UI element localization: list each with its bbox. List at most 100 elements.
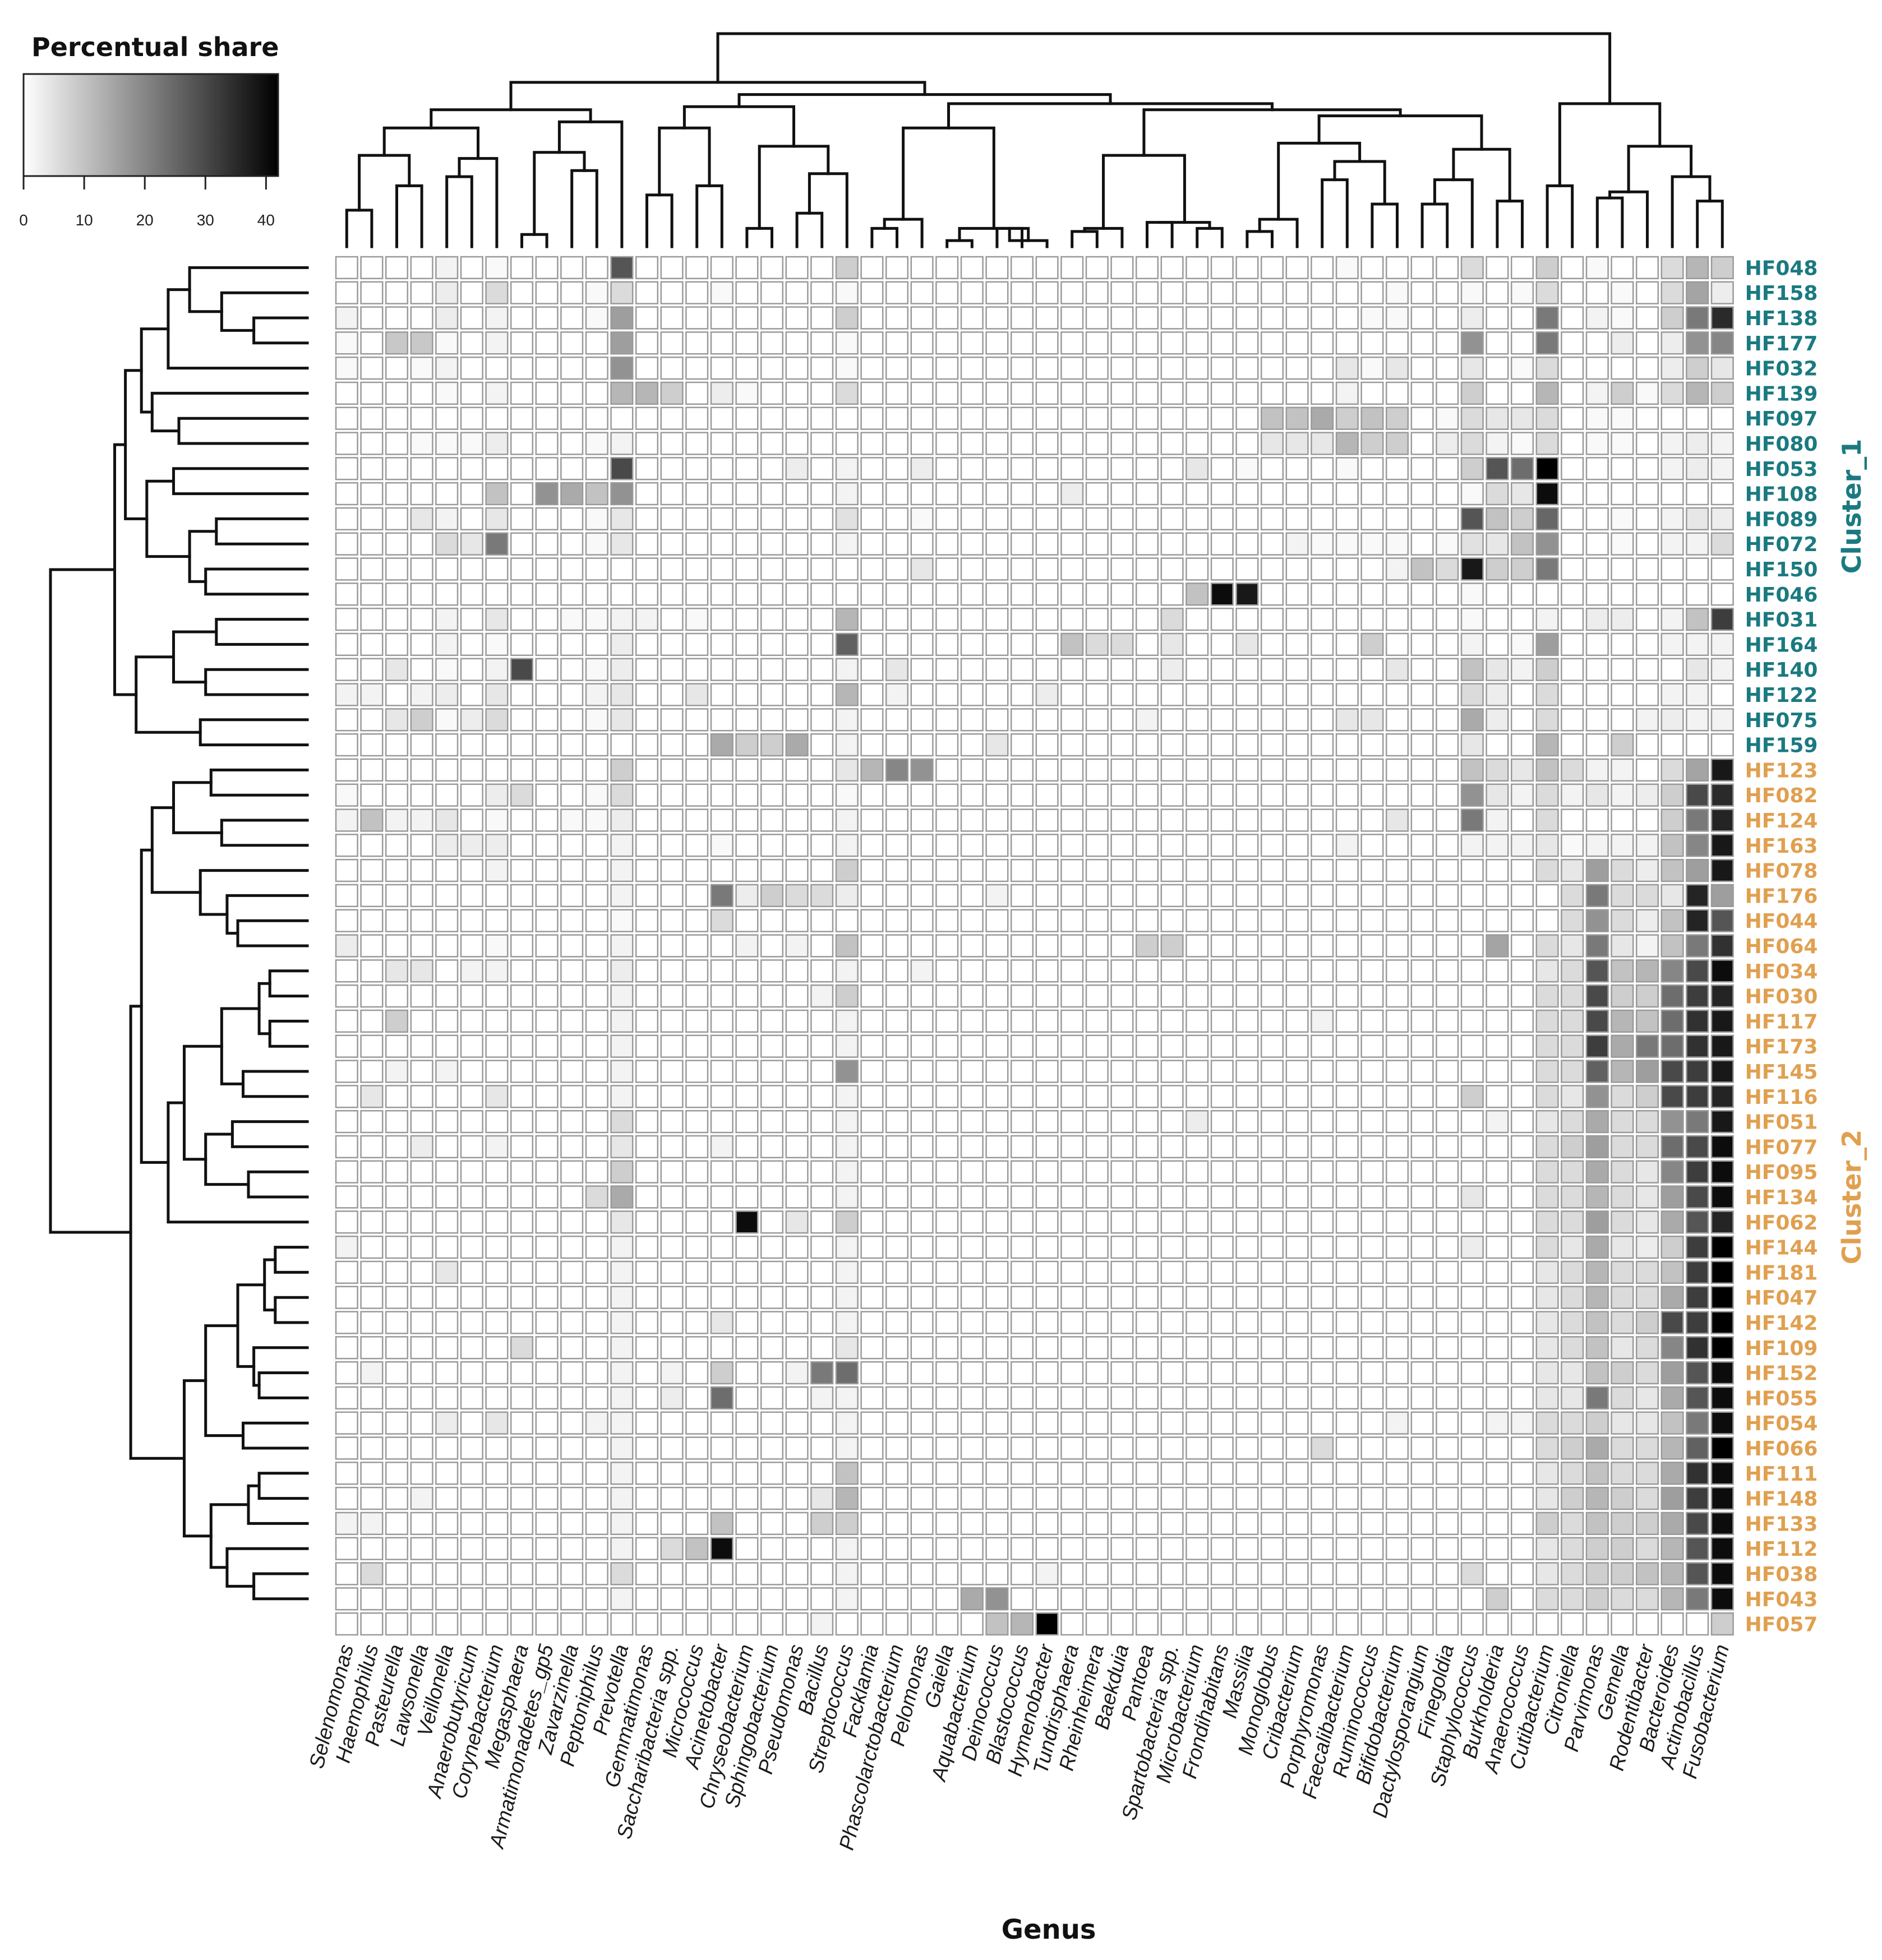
heatmap-cell <box>1010 984 1034 1008</box>
heatmap-cell <box>660 583 684 606</box>
heatmap-cell <box>1385 583 1409 606</box>
heatmap-cell <box>760 1235 784 1259</box>
heatmap-cell <box>760 808 784 832</box>
dendrogram-branch <box>1558 102 1662 187</box>
heatmap-cell <box>560 1612 584 1636</box>
heatmap-cell <box>760 1462 784 1485</box>
heatmap-cell <box>535 1411 559 1435</box>
heatmap-cell <box>985 683 1009 706</box>
heatmap-cell <box>385 858 409 882</box>
heatmap-cell <box>1611 959 1634 983</box>
heatmap-cell <box>1561 884 1584 908</box>
heatmap-cell <box>860 1587 884 1611</box>
heatmap-cell <box>360 632 384 657</box>
row-label: HF043 <box>1745 1588 1818 1611</box>
dendrogram-branch <box>458 157 499 248</box>
row-label: HF176 <box>1745 885 1818 908</box>
heatmap-cell <box>1210 457 1234 480</box>
heatmap-cell <box>1035 959 1059 983</box>
heatmap-cell <box>610 834 634 857</box>
heatmap-cell <box>1635 1336 1659 1360</box>
heatmap-cell <box>1235 1135 1259 1159</box>
heatmap-cell <box>510 683 534 706</box>
heatmap-cell <box>385 708 409 732</box>
heatmap-cell <box>1585 708 1609 732</box>
heatmap-cell <box>635 1361 659 1385</box>
heatmap-cell <box>1686 406 1709 430</box>
heatmap-cell <box>860 1511 884 1536</box>
heatmap-cell <box>960 909 984 932</box>
heatmap-cell <box>1285 457 1309 480</box>
heatmap-cell <box>335 1311 358 1334</box>
heatmap-cell <box>1085 909 1109 932</box>
heatmap-cell <box>810 808 834 832</box>
heatmap-cell <box>1535 306 1559 330</box>
heatmap-cell <box>1060 1386 1084 1410</box>
heatmap-cell <box>435 783 459 807</box>
heatmap-cell <box>1235 457 1259 480</box>
heatmap-cell <box>835 406 859 430</box>
heatmap-cell <box>1611 507 1634 531</box>
heatmap-cell <box>360 256 384 280</box>
heatmap-cell <box>510 1612 534 1636</box>
heatmap-cell <box>1335 583 1359 606</box>
heatmap-cell <box>435 281 459 304</box>
heatmap-cell <box>1285 959 1309 983</box>
heatmap-cell <box>1686 1511 1709 1536</box>
heatmap-cell <box>1561 583 1584 606</box>
heatmap-cell <box>1035 381 1059 405</box>
heatmap-cell <box>585 1386 608 1410</box>
heatmap-cell <box>985 1511 1009 1536</box>
heatmap-cell <box>660 1361 684 1385</box>
heatmap-cell <box>1360 583 1384 606</box>
heatmap-cell <box>660 281 684 304</box>
heatmap-cell <box>1635 1612 1659 1636</box>
heatmap-cell <box>810 1386 834 1410</box>
heatmap-cell <box>1110 1235 1134 1259</box>
heatmap-cell <box>1561 1060 1584 1083</box>
heatmap-cell <box>1085 607 1109 631</box>
heatmap-cell <box>735 331 759 355</box>
heatmap-cell <box>410 406 433 430</box>
heatmap-cell <box>660 1009 684 1033</box>
heatmap-cell <box>610 1210 634 1234</box>
heatmap-cell <box>510 1537 534 1560</box>
heatmap-cell <box>710 1587 734 1611</box>
heatmap-cell <box>1660 1486 1684 1510</box>
heatmap-cell <box>360 1260 384 1284</box>
heatmap-cell <box>1486 1260 1509 1284</box>
heatmap-cell <box>660 1587 684 1611</box>
heatmap-cell <box>1585 281 1609 304</box>
heatmap-cell <box>535 1311 559 1334</box>
heatmap-cell <box>1110 658 1134 681</box>
dendrogram-branch <box>1196 226 1224 248</box>
heatmap-cell <box>635 281 659 304</box>
heatmap-cell <box>885 1336 909 1360</box>
heatmap-cell <box>885 381 909 405</box>
heatmap-cell <box>335 1034 358 1058</box>
heatmap-cell <box>735 1160 759 1184</box>
heatmap-cell <box>1135 1411 1159 1435</box>
heatmap-cell <box>1186 1286 1209 1309</box>
heatmap-cell <box>1385 532 1409 556</box>
heatmap-cell <box>1311 507 1334 531</box>
heatmap-cell <box>1360 281 1384 304</box>
heatmap-cell <box>685 432 709 455</box>
color-legend: Percentual share 0 10 20 30 40 <box>19 32 279 229</box>
heatmap-cell <box>760 959 784 983</box>
heatmap-cell <box>1110 1486 1134 1510</box>
heatmap-cell <box>935 708 959 732</box>
heatmap-cell <box>360 758 384 782</box>
heatmap-cell <box>1186 808 1209 832</box>
heatmap-cell <box>1510 381 1534 405</box>
dendrogram-branch <box>795 211 824 248</box>
heatmap-cell <box>1186 959 1209 983</box>
heatmap-cell <box>960 1386 984 1410</box>
heatmap-cell <box>835 1185 859 1209</box>
heatmap-cell <box>460 557 483 581</box>
heatmap-cell <box>510 632 534 657</box>
heatmap-cell <box>660 1235 684 1259</box>
heatmap-cell <box>535 1085 559 1108</box>
heatmap-cell <box>1160 1009 1184 1033</box>
heatmap-cell <box>1085 1034 1109 1058</box>
